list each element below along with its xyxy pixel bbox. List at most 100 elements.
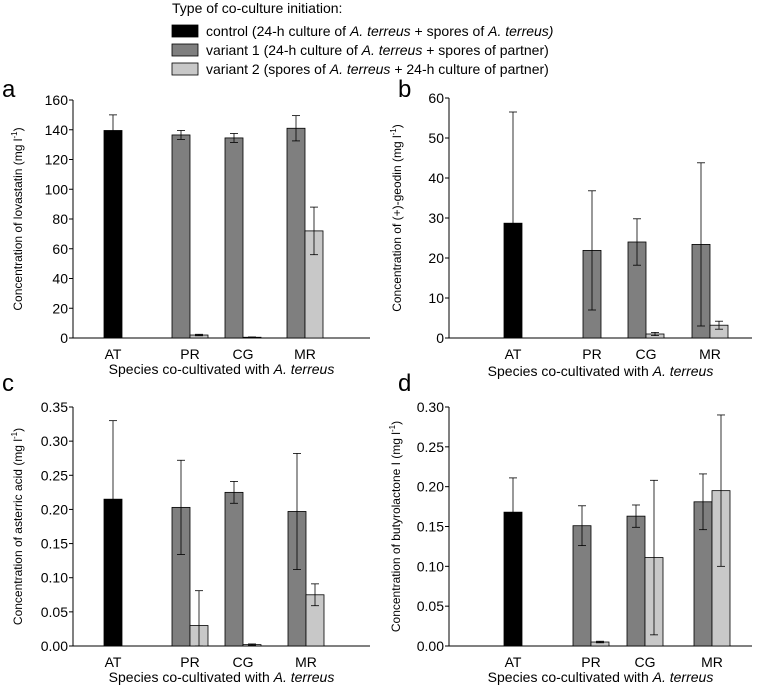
x-tick-label-cg: CG: [635, 654, 656, 670]
y-axis-label: Concentration of lovastatin (mg l-1): [10, 127, 25, 310]
text-part: A. terreus: [349, 23, 411, 39]
y-tick-label: 160: [45, 92, 69, 108]
x-tick-label-pr: PR: [581, 654, 600, 670]
x-tick-label-at: AT: [105, 346, 122, 362]
y-tick-label: 20: [52, 300, 68, 316]
x-tick-label-cg: CG: [233, 346, 254, 362]
chart-panel-c: c 0.00 0.05 0.10 0.15 0.20 0.25 0.30 0.35 Concent…: [2, 370, 370, 685]
legend-swatch-control: [171, 24, 199, 38]
y-axis-label-tail: ): [11, 127, 25, 131]
x-tick-label-mr: MR: [701, 654, 723, 670]
x-tick-label-mr: MR: [295, 654, 317, 670]
y-axis-label-sup: -1: [389, 128, 398, 136]
legend-swatch-variant1: [171, 43, 199, 57]
y-tick-label: 0.05: [417, 598, 444, 614]
x-axis-label: Species co-cultivated with A. terreus: [488, 669, 714, 685]
panel-letter: a: [2, 76, 16, 103]
text-part: Species co-cultivated with: [109, 669, 274, 685]
x-tick-label-at: AT: [505, 346, 522, 362]
y-axis-label: Concentration of (+)-geodin (mg l-1): [389, 124, 404, 312]
x-tick-label-pr: PR: [180, 654, 199, 670]
text-part: variant 1 (24-h culture of: [206, 42, 362, 58]
bar-c-cg-variant-1: [224, 491, 244, 647]
bar-a-at-control: [103, 130, 123, 339]
legend-label-control: control (24-h culture of A. terreus + sp…: [206, 23, 553, 39]
x-tick-label-mr: MR: [699, 346, 721, 362]
y-axis-label-sup: -1: [10, 131, 19, 139]
y-axis-label-text: Concentration of (+)-geodin (mg l: [390, 135, 404, 311]
y-tick-label: 50: [428, 130, 444, 146]
x-tick-label-cg: CG: [233, 654, 254, 670]
y-tick-label: 0.35: [41, 399, 68, 415]
y-tick-label: 60: [52, 241, 68, 257]
text-part: Species co-cultivated with: [109, 361, 274, 377]
y-tick-label: 0: [60, 330, 68, 346]
bar-a-mr-variant-1: [286, 127, 306, 339]
y-tick-label: 0.05: [41, 604, 68, 620]
y-axis-label-tail: ): [389, 421, 403, 425]
y-tick-label: 0.10: [41, 570, 68, 586]
y-tick-label: 20: [428, 250, 444, 266]
y-tick-label: 0.15: [417, 519, 444, 535]
legend-title: Type of co-culture initiation:: [172, 0, 342, 16]
text-part: + spores of partner): [422, 42, 548, 58]
chart-panel-d: d 0.00 0.05 0.10 0.15 0.20 0.25 0.30 Concentrati…: [388, 370, 752, 685]
y-tick-label: 0.10: [417, 558, 444, 574]
y-tick-label: 0.25: [417, 439, 444, 455]
y-tick-label: 10: [428, 290, 444, 306]
y-tick-label: 0: [436, 330, 444, 346]
y-tick-label: 0.25: [41, 467, 68, 483]
y-tick-label: 120: [45, 152, 69, 168]
x-axis-label: Species co-cultivated with A. terreus: [488, 363, 714, 379]
y-tick-label: 40: [52, 271, 68, 287]
x-axis-label: Species co-cultivated with A. terreus: [109, 361, 335, 377]
y-tick-label: 40: [428, 170, 444, 186]
y-tick-label: 100: [45, 181, 69, 197]
x-tick-label-mr: MR: [294, 346, 316, 362]
bar-d-cg-variant-1: [626, 515, 646, 647]
text-part: A. terreus: [652, 363, 714, 379]
legend: Type of co-culture initiation: control (…: [171, 0, 553, 77]
text-part: A. terreus: [329, 61, 391, 77]
y-tick-label: 0.15: [41, 536, 68, 552]
y-tick-label: 0.30: [41, 433, 68, 449]
y-axis-label-tail: ): [11, 428, 25, 432]
x-axis-label: Species co-cultivated with A. terreus: [109, 669, 335, 685]
text-part: A. terreus: [273, 669, 335, 685]
y-tick-label: 0.00: [417, 638, 444, 654]
legend-label-variant1: variant 1 (24-h culture of A. terreus + …: [206, 42, 549, 58]
y-tick-label: 140: [45, 122, 69, 138]
x-tick-label-at: AT: [105, 654, 122, 670]
panel-letter: b: [398, 76, 411, 103]
y-axis-label-text: Concentration of asterric acid (mg l: [11, 439, 25, 625]
legend-swatch-variant2: [171, 62, 199, 76]
x-tick-label-pr: PR: [582, 346, 601, 362]
text-part: Species co-cultivated with: [488, 669, 653, 685]
y-axis-label-text: Concentration of butyrolactone I (mg l: [389, 432, 403, 632]
x-tick-label-cg: CG: [636, 346, 657, 362]
y-axis-label: Concentration of butyrolactone I (mg l-1…: [388, 421, 403, 632]
y-tick-label: 0.20: [417, 479, 444, 495]
text-part: A. terreus: [273, 361, 335, 377]
y-tick-label: 0.20: [41, 501, 68, 517]
y-tick-label: 60: [428, 90, 444, 106]
panel-letter: c: [2, 370, 14, 397]
chart-panel-b: b 0 10 20 30 40 50 60 Concentration of (+)-geodi…: [389, 76, 752, 379]
y-tick-label: 0.30: [417, 399, 444, 415]
text-part: control (24-h culture of: [206, 23, 350, 39]
legend-label-variant2: variant 2 (spores of A. terreus + 24-h c…: [206, 61, 549, 77]
text-part: variant 2 (spores of: [206, 61, 330, 77]
y-axis-label: Concentration of asterric acid (mg l-1): [10, 428, 25, 625]
bar-a-cg-variant-1: [224, 137, 244, 339]
x-tick-label-pr: PR: [180, 346, 199, 362]
y-tick-label: 80: [52, 211, 68, 227]
y-axis-label-sup: -1: [10, 431, 19, 439]
x-tick-label-at: AT: [505, 654, 522, 670]
chart-panel-a: a 0 20 40 60 80 100 120 140 160 Concentration of l…: [2, 76, 370, 377]
text-part: A. terreus): [487, 23, 553, 39]
bar-a-pr-variant-1: [171, 134, 191, 339]
y-tick-label: 0.00: [41, 638, 68, 654]
text-part: A. terreus: [652, 669, 714, 685]
